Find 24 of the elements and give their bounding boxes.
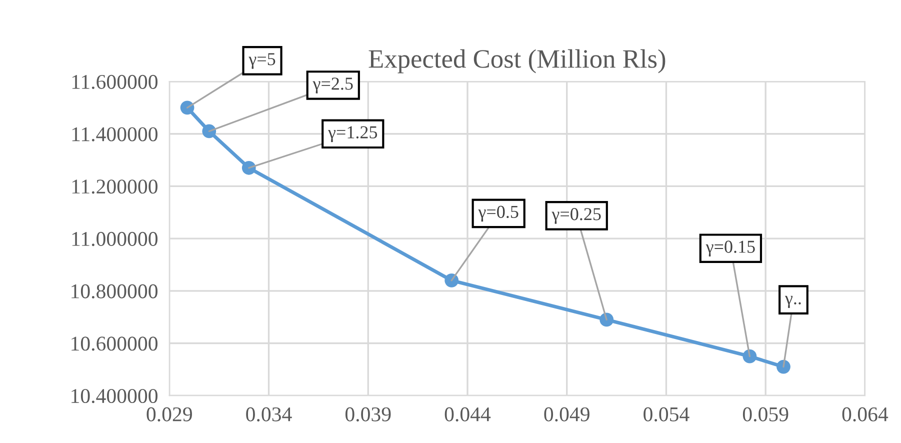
y-tick-label: 11.600000 (72, 74, 158, 90)
y-tick-label: 10.600000 (72, 336, 158, 351)
annotation: γ=1.25 (328, 126, 378, 142)
x-tick-label: 0.059 (742, 407, 788, 422)
x-tick-label: 0.039 (345, 407, 391, 422)
x-tick-label: 0.049 (544, 407, 590, 422)
x-tick-label: 0.044 (444, 407, 491, 422)
y-tick-label: 11.000000 (72, 232, 158, 246)
annotation: γ=0.15 (706, 240, 755, 257)
y-tick-label: 10.400000 (72, 388, 158, 404)
annotation: γ=0.5 (478, 206, 518, 222)
annotation: γ.. (784, 296, 801, 308)
y-tick-label: 11.400000 (72, 127, 158, 142)
annotation: γ=0.25 (552, 208, 601, 224)
chart-title: Expected Cost (Million Rls) (368, 49, 666, 74)
annotation: γ=5 (248, 53, 276, 69)
x-tick-label: 0.054 (644, 407, 690, 422)
x-tick-label: 0.034 (246, 407, 292, 422)
x-tick-label: 0.029 (146, 407, 192, 422)
annotation: γ=2.5 (312, 78, 353, 94)
x-tick-label: 0.064 (842, 407, 888, 422)
y-tick-label: 10.800000 (72, 284, 158, 298)
point (202, 124, 216, 138)
y-tick-label: 11.200000 (72, 180, 158, 194)
